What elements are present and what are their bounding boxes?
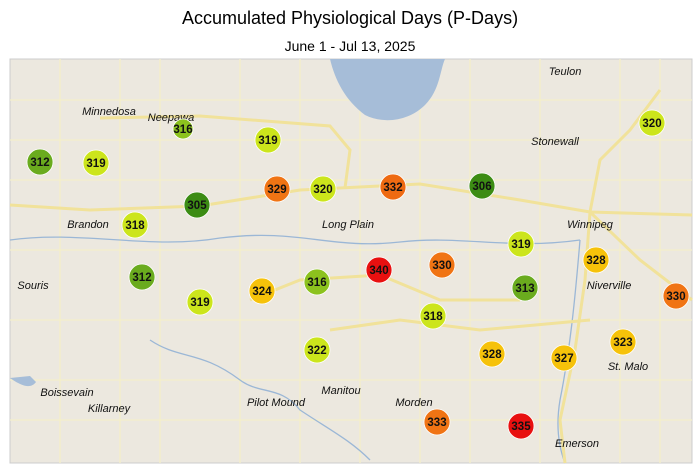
station-value: 324 bbox=[252, 286, 272, 298]
station-marker bbox=[82, 149, 110, 177]
station-marker bbox=[303, 268, 331, 296]
town-label: Teulon bbox=[549, 66, 582, 78]
station-value: 319 bbox=[258, 135, 277, 147]
town-label: Long Plain bbox=[322, 219, 374, 231]
station-marker bbox=[248, 277, 276, 305]
station-value: 322 bbox=[307, 345, 326, 357]
station-value: 316 bbox=[307, 277, 326, 289]
station-marker bbox=[172, 118, 194, 140]
station-marker bbox=[507, 230, 535, 258]
station-value: 323 bbox=[613, 337, 632, 349]
base-map bbox=[9, 58, 693, 464]
station-value: 312 bbox=[30, 157, 49, 169]
town-label: Manitou bbox=[321, 385, 360, 397]
station-marker bbox=[128, 263, 156, 291]
station-marker bbox=[423, 408, 451, 436]
station-marker bbox=[511, 274, 539, 302]
station-value: 333 bbox=[427, 417, 446, 429]
station-marker bbox=[419, 302, 447, 330]
station-value: 319 bbox=[190, 297, 209, 309]
station-marker bbox=[121, 211, 149, 239]
station-value: 320 bbox=[313, 184, 332, 196]
station-value: 306 bbox=[472, 181, 491, 193]
station-marker bbox=[638, 109, 666, 137]
station-value: 320 bbox=[642, 118, 661, 130]
town-label: Stonewall bbox=[531, 136, 579, 148]
town-label: Niverville bbox=[587, 280, 632, 292]
station-value: 335 bbox=[511, 421, 531, 433]
town-label: Winnipeg bbox=[567, 219, 614, 231]
title: Accumulated Physiological Days (P-Days) bbox=[182, 8, 518, 28]
station-marker bbox=[379, 173, 407, 201]
station-marker bbox=[582, 246, 610, 274]
station-value: 328 bbox=[482, 349, 502, 361]
town-label: Killarney bbox=[88, 403, 132, 415]
town-label: Minnedosa bbox=[82, 106, 136, 118]
town-label: Boissevain bbox=[40, 387, 93, 399]
town-label: St. Malo bbox=[608, 361, 648, 373]
station-marker bbox=[468, 172, 496, 200]
station-marker bbox=[428, 251, 456, 279]
station-value: 340 bbox=[369, 265, 388, 277]
station-value: 327 bbox=[554, 353, 573, 365]
station-marker bbox=[309, 175, 337, 203]
station-value: 319 bbox=[86, 158, 105, 170]
station-value: 319 bbox=[511, 239, 530, 251]
station-marker bbox=[365, 256, 393, 284]
station-value: 312 bbox=[132, 272, 151, 284]
station-value: 329 bbox=[267, 184, 286, 196]
station-marker bbox=[186, 288, 214, 316]
station-value: 318 bbox=[125, 220, 145, 232]
station-marker bbox=[183, 191, 211, 219]
station-marker bbox=[507, 412, 535, 440]
station-value: 318 bbox=[423, 311, 443, 323]
town-label: Emerson bbox=[555, 438, 599, 450]
town-label: Pilot Mound bbox=[247, 397, 306, 409]
station-marker bbox=[662, 282, 690, 310]
station-value: 330 bbox=[666, 291, 685, 303]
station-value: 305 bbox=[187, 200, 207, 212]
town-label: Souris bbox=[17, 280, 49, 292]
station-marker bbox=[303, 336, 331, 364]
station-marker bbox=[254, 126, 282, 154]
town-label: Morden bbox=[395, 397, 432, 409]
station-marker bbox=[26, 148, 54, 176]
station-marker bbox=[609, 328, 637, 356]
station-value: 316 bbox=[173, 124, 192, 136]
station-marker bbox=[263, 175, 291, 203]
station-marker bbox=[550, 344, 578, 372]
subtitle: June 1 - Jul 13, 2025 bbox=[285, 38, 416, 54]
town-label: Brandon bbox=[67, 219, 109, 231]
station-value: 332 bbox=[383, 182, 402, 194]
station-value: 313 bbox=[515, 283, 534, 295]
station-value: 328 bbox=[586, 255, 606, 267]
station-value: 330 bbox=[432, 260, 451, 272]
station-marker bbox=[478, 340, 506, 368]
